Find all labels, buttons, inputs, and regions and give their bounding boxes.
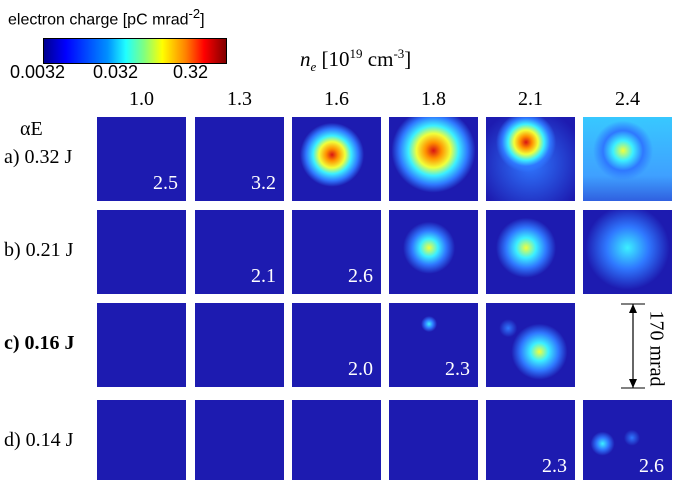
beam-profile: [583, 210, 672, 294]
density-exponent: 19: [349, 46, 363, 61]
density-subscript: e: [310, 59, 317, 75]
beam-profile: [292, 400, 381, 480]
beam-profile: [486, 210, 575, 294]
beam-profile: 2.0: [292, 303, 381, 387]
beam-profile: [97, 210, 186, 294]
cell-value: 2.0: [348, 358, 373, 380]
colorbar-title-exponent: -2: [188, 6, 201, 21]
beam-profile: [486, 117, 575, 201]
colorbar: [43, 38, 227, 64]
beam-profile: 2.1: [195, 210, 284, 294]
row-label: b) 0.21 J: [4, 239, 74, 261]
cell-value: 2.3: [445, 358, 470, 380]
row-label: a) 0.32 J: [4, 146, 73, 168]
beam-profile: 2.3: [389, 303, 478, 387]
colorbar-tick-label: 0.0032: [10, 62, 66, 82]
scale-bar: [621, 303, 645, 389]
cell-value: 2.3: [542, 455, 567, 477]
cell-value: 2.1: [251, 265, 276, 287]
beam-profile: 2.6: [583, 400, 672, 480]
cell-value: 3.2: [251, 172, 276, 194]
scale-label: 170 mrad: [645, 310, 668, 387]
colorbar-tick-label: 0.32: [173, 62, 209, 82]
scale-arrows: [629, 304, 637, 388]
density-unit: [10: [321, 47, 350, 71]
density-unit: cm: [362, 47, 394, 71]
column-label: 1.8: [421, 88, 446, 110]
energy-label: αE: [20, 118, 43, 140]
beam-profile: 2.5: [97, 117, 186, 201]
column-label: 1.3: [227, 88, 252, 110]
beam-profile: 3.2: [195, 117, 284, 201]
column-label: 2.1: [518, 88, 543, 110]
colorbar-title: electron charge [pC mrad-2]: [8, 6, 205, 29]
density-symbol: n: [300, 47, 311, 71]
column-label: 1.0: [129, 88, 154, 110]
row-label: d) 0.14 J: [4, 429, 74, 451]
density-exponent: -3: [393, 46, 405, 61]
colorbar-title-text: electron charge [pC mrad: [8, 11, 189, 29]
colorbar-title-close: ]: [200, 11, 205, 29]
beam-profile: [389, 210, 478, 294]
colorbar-tick-label: 0.032: [93, 62, 139, 82]
density-unit: ]: [404, 47, 412, 71]
beam-profile: [389, 117, 478, 201]
cell-value: 2.6: [348, 265, 373, 287]
column-label: 1.6: [324, 88, 349, 110]
beam-profile: [195, 400, 284, 480]
beam-profile: [292, 117, 381, 201]
beam-profile: [486, 303, 575, 387]
beam-profile: [97, 400, 186, 480]
beam-profile: 2.6: [292, 210, 381, 294]
row-label: c) 0.16 J: [4, 332, 75, 354]
beam-profile: 2.3: [486, 400, 575, 480]
cell-value: 2.6: [639, 455, 664, 477]
beam-profile: [97, 303, 186, 387]
beam-profile: [389, 400, 478, 480]
density-label: ne [1019 cm-3]: [300, 46, 411, 75]
beam-profile: [195, 303, 284, 387]
cell-value: 2.5: [153, 172, 178, 194]
column-label: 2.4: [615, 88, 640, 110]
beam-profile: [583, 117, 672, 201]
